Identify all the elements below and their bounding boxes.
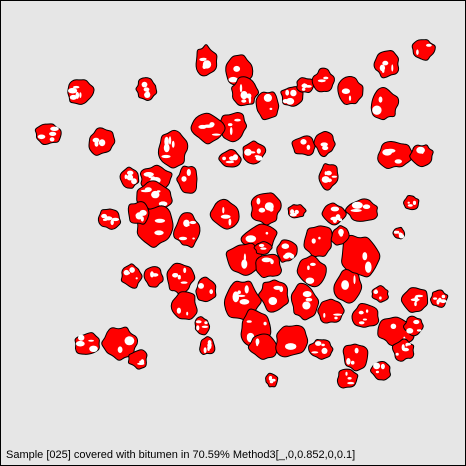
aggregate-particle (400, 287, 429, 313)
aggregate-particle (336, 368, 359, 389)
aggregate-particle (218, 149, 242, 168)
aggregate-particle (255, 253, 282, 279)
aggregate-particle (119, 166, 140, 189)
aggregate-particle (120, 263, 143, 289)
aggregate-particle (330, 225, 350, 246)
aggregate-particle (265, 372, 279, 388)
aggregate-particle (195, 276, 217, 303)
aggregate-particle (337, 76, 364, 106)
aggregate-particle (308, 339, 334, 360)
aggregate-particle (190, 112, 226, 145)
aggregate-particle (101, 326, 139, 361)
aggregate-particle (317, 298, 345, 324)
particle-map (34, 39, 449, 389)
aggregate-particle (74, 332, 100, 355)
aggregate-particle (170, 291, 198, 320)
aggregate-particle (296, 77, 315, 94)
aggregate-particle (250, 192, 282, 226)
aggregate-particle (373, 50, 400, 79)
aggregate-particle (247, 333, 278, 360)
aggregate-particle (258, 279, 289, 313)
aggregate-particle (303, 225, 333, 258)
aggregate-particle (291, 135, 316, 156)
aggregate-particle (242, 140, 267, 165)
aggregate-particle (166, 262, 196, 296)
aggregate-particle (199, 336, 216, 355)
aggregate-particle (231, 76, 260, 107)
aggregate-particle (194, 316, 211, 336)
aggregate-particle (275, 324, 309, 358)
aggregate-particle (127, 349, 148, 370)
aggregate-particle (143, 266, 164, 288)
aggregate-particle (34, 123, 62, 146)
aggregate-particle (403, 315, 424, 337)
aggregate-particle (253, 241, 273, 255)
aggregate-particle (411, 39, 436, 61)
aggregate-particle (391, 338, 415, 362)
aggregate-particle (345, 198, 378, 222)
aggregate-particle (209, 198, 240, 230)
aggregate-particle (341, 234, 381, 278)
aggregate-particle (370, 360, 391, 381)
aggregate-particle (195, 44, 218, 77)
aggregate-particle (351, 302, 380, 328)
aggregate-particle (173, 212, 201, 248)
aggregate-particle (255, 91, 280, 121)
aggregate-particle (88, 127, 116, 156)
aggregate-particle (370, 86, 400, 121)
aggregate-particle (321, 202, 347, 226)
aggregate-particle (225, 242, 263, 276)
aggregate-particle (157, 129, 189, 169)
aggregate-particle (342, 343, 369, 372)
aggregate-particle (287, 204, 307, 219)
figure-caption: Sample [025] covered with bitumen in 70.… (6, 449, 356, 461)
aggregate-particle (97, 208, 122, 230)
aggregate-particle (67, 79, 95, 105)
aggregate-particle (313, 131, 336, 158)
aggregate-particle (430, 289, 449, 308)
aggregate-particle (333, 269, 363, 304)
aggregate-particle (127, 201, 150, 225)
aggregate-particle (371, 285, 389, 303)
aggregate-particle (311, 67, 335, 93)
aggregate-particle (409, 144, 434, 168)
aggregate-particle (135, 77, 158, 101)
aggregate-particle (296, 255, 327, 288)
aggregate-particle (392, 226, 406, 240)
aggregate-particle (318, 163, 339, 191)
aggregate-particle (403, 194, 420, 211)
aggregate-particle (377, 140, 414, 169)
aggregate-particle (290, 282, 320, 321)
aggregate-particle (176, 165, 198, 194)
aggregate-particle (276, 239, 298, 263)
